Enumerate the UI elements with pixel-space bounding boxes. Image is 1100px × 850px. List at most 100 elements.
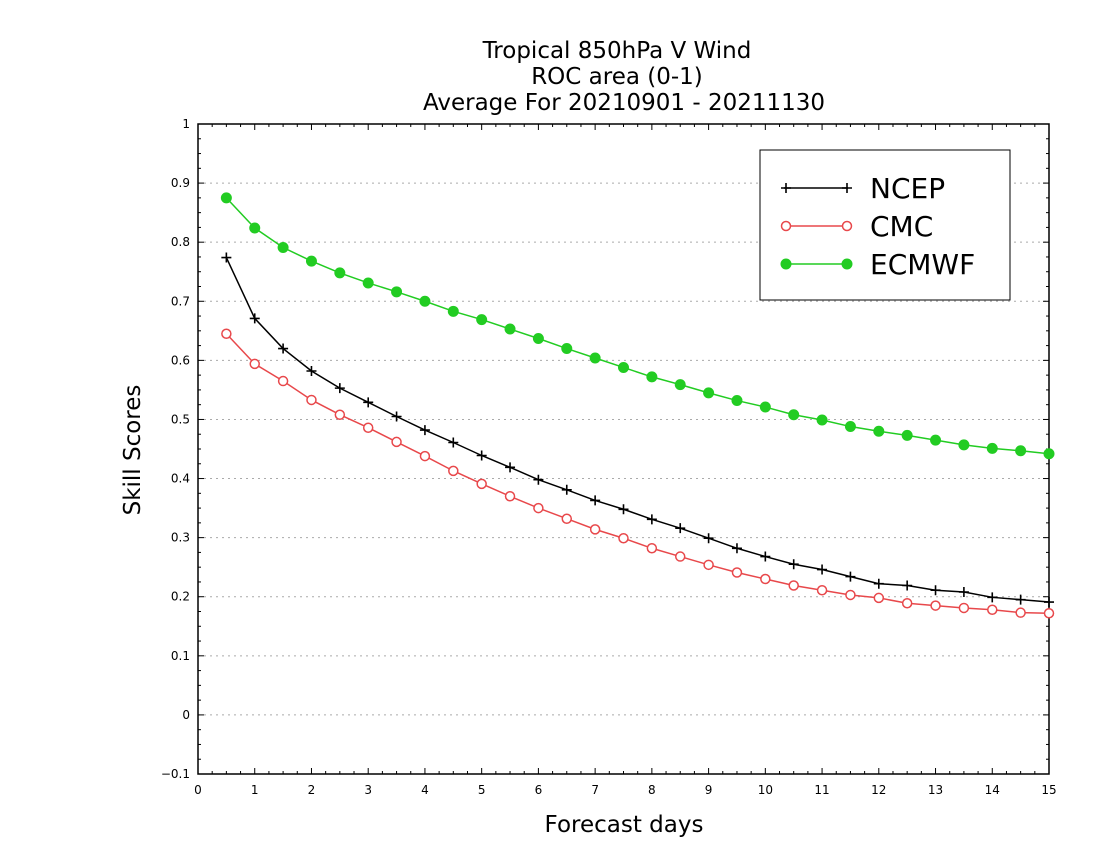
data-point-ecmwf xyxy=(759,401,771,413)
data-point-ecmwf xyxy=(674,379,686,391)
data-point-ncep xyxy=(221,252,232,263)
data-point-cmc xyxy=(930,600,941,611)
chart-title: Tropical 850hPa V Wind ROC area (0-1) Av… xyxy=(423,38,825,116)
data-point-cmc xyxy=(221,328,232,340)
x-tick-label: 0 xyxy=(194,783,202,797)
data-point-ncep xyxy=(1044,597,1054,608)
x-tick-label: 4 xyxy=(421,783,429,797)
legend-marker-ncep xyxy=(781,183,791,193)
data-point-ecmwf xyxy=(986,442,998,454)
legend-marker-cmc xyxy=(841,220,853,232)
data-point-ecmwf xyxy=(703,387,715,399)
data-point-ncep xyxy=(590,495,601,506)
data-point-ecmwf xyxy=(391,286,403,298)
data-point-cmc xyxy=(873,592,885,604)
data-point-cmc xyxy=(760,573,771,585)
data-point-ncep xyxy=(703,533,714,544)
data-point-ecmwf xyxy=(731,395,743,407)
data-point-ecmwf xyxy=(532,333,544,344)
data-point-cmc xyxy=(334,409,346,420)
legend-box xyxy=(759,149,1011,301)
y-tick-label: −0.1 xyxy=(161,767,190,781)
legend-marker-ncep xyxy=(842,183,852,193)
legend-item-cmc: CMC xyxy=(780,210,933,243)
legend-marker-cmc xyxy=(780,220,792,232)
data-point-ncep xyxy=(873,578,884,589)
x-tick-label: 1 xyxy=(251,783,259,797)
data-point-ecmwf xyxy=(334,267,346,279)
x-tick-label: 3 xyxy=(364,783,372,797)
data-point-ecmwf xyxy=(844,421,856,433)
x-tick-label: 6 xyxy=(535,783,543,797)
data-point-ecmwf xyxy=(788,409,800,421)
data-point-cmc xyxy=(1015,607,1026,618)
data-point-ncep xyxy=(1015,594,1026,605)
y-tick-label: 0.4 xyxy=(171,472,190,486)
data-point-cmc xyxy=(901,597,913,609)
data-point-ecmwf xyxy=(1015,445,1027,457)
data-point-ncep xyxy=(505,462,516,473)
data-point-ncep xyxy=(675,523,686,534)
legend-marker-ecmwf xyxy=(841,258,853,270)
data-point-ecmwf xyxy=(362,277,374,289)
x-tick-label: 8 xyxy=(648,783,656,797)
y-tick-label: 1 xyxy=(182,117,190,131)
data-point-cmc xyxy=(618,532,629,544)
data-point-ncep xyxy=(902,580,913,591)
x-axis-label: Forecast days xyxy=(545,812,704,838)
data-point-ncep xyxy=(618,504,629,515)
y-tick-label: 0.6 xyxy=(171,353,190,367)
data-point-ecmwf xyxy=(220,192,232,204)
data-point-ncep xyxy=(476,450,487,461)
x-tick-label: 7 xyxy=(591,783,599,797)
data-point-ncep xyxy=(533,474,544,485)
data-point-ecmwf xyxy=(419,295,431,307)
data-point-cmc xyxy=(476,478,487,490)
data-point-cmc xyxy=(277,375,289,387)
data-point-ecmwf xyxy=(589,352,601,364)
title-line-1: Tropical 850hPa V Wind xyxy=(482,38,752,64)
data-point-cmc xyxy=(674,551,686,562)
axes: 0 1 2 3 4 5 6 7 8 9 10 11 12 13 14 15−0.100.10.20.30.40… xyxy=(161,117,1057,797)
data-point-ncep xyxy=(391,411,402,422)
data-point-ecmwf xyxy=(277,242,289,253)
data-point-cmc xyxy=(845,589,856,601)
legend-label-ncep: NCEP xyxy=(870,172,945,205)
data-point-ecmwf xyxy=(305,255,317,267)
data-point-cmc xyxy=(448,465,459,477)
data-point-ecmwf xyxy=(816,414,828,426)
data-point-ncep xyxy=(646,514,657,525)
data-point-cmc xyxy=(419,450,431,462)
data-point-ncep xyxy=(845,571,856,582)
data-point-ncep xyxy=(278,343,289,354)
x-tick-label: 5 xyxy=(478,783,486,797)
legend-label-cmc: CMC xyxy=(870,210,933,243)
title-line-3: Average For 20210901 - 20211130 xyxy=(423,90,825,116)
data-point-ecmwf xyxy=(249,222,261,234)
y-tick-label: 0.1 xyxy=(171,649,190,663)
x-tick-label: 10 xyxy=(758,783,773,797)
legend: NCEP CMC ECMWF xyxy=(759,149,1011,301)
data-point-cmc xyxy=(958,602,970,614)
x-tick-label: 12 xyxy=(871,783,886,797)
data-point-ncep xyxy=(448,437,459,448)
series-cmc xyxy=(221,328,1055,619)
data-point-ncep xyxy=(760,551,771,562)
data-point-cmc xyxy=(731,567,743,578)
y-tick-label: 0.9 xyxy=(171,176,190,190)
y-axis-label: Skill Scores xyxy=(120,385,146,516)
data-point-ncep xyxy=(987,592,998,603)
series-line-ncep xyxy=(225,257,1050,603)
data-point-ncep xyxy=(817,564,828,575)
data-point-ncep xyxy=(363,397,374,408)
series-layer xyxy=(220,192,1055,619)
y-tick-label: 0 xyxy=(182,708,190,722)
series-ncep xyxy=(221,252,1054,608)
data-point-ecmwf xyxy=(1043,448,1055,460)
x-tick-label: 11 xyxy=(814,783,829,797)
data-point-cmc xyxy=(703,559,714,571)
legend-label-ecmwf: ECMWF xyxy=(870,248,975,281)
x-tick-label: 2 xyxy=(308,783,316,797)
data-point-ncep xyxy=(419,425,430,436)
